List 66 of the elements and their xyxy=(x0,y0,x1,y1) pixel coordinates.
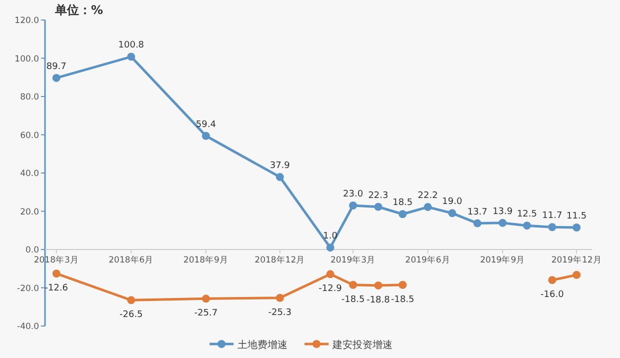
point xyxy=(522,222,531,230)
data-label: -25.3 xyxy=(268,308,292,318)
data-label: -26.5 xyxy=(120,310,143,320)
point xyxy=(424,203,432,212)
legend-label: 土地费增速 xyxy=(238,339,288,351)
point xyxy=(572,224,581,232)
point xyxy=(498,218,507,227)
point xyxy=(572,270,581,279)
point xyxy=(276,294,284,302)
legend-label: 建安投资增速 xyxy=(332,339,392,351)
data-label: -12.9 xyxy=(318,284,342,294)
point xyxy=(548,276,556,284)
point xyxy=(326,270,334,278)
data-label: 11.5 xyxy=(566,212,587,222)
data-label: 89.7 xyxy=(46,62,66,72)
point xyxy=(398,210,407,218)
point xyxy=(448,209,456,218)
point xyxy=(326,244,334,252)
x-tick-label: 2018年9月 xyxy=(183,254,228,266)
data-label: -18.5 xyxy=(390,294,414,305)
point xyxy=(52,270,60,278)
data-label: 100.8 xyxy=(118,40,144,51)
data-label: 23.0 xyxy=(343,190,364,200)
data-label: 19.0 xyxy=(442,197,462,208)
point xyxy=(349,280,358,289)
point xyxy=(202,294,210,303)
point xyxy=(127,52,136,61)
point xyxy=(276,173,284,182)
data-label: -18.8 xyxy=(366,295,390,306)
point xyxy=(398,280,407,289)
point xyxy=(202,132,210,140)
point xyxy=(52,74,60,82)
point xyxy=(548,223,556,232)
y-tick-label: 60.0 xyxy=(20,130,39,141)
y-tick-label: 100.0 xyxy=(14,54,39,64)
y-tick-label: 120.0 xyxy=(14,16,39,26)
y-tick-label: 0.0 xyxy=(25,246,39,256)
x-tick-label: 2019年12月 xyxy=(551,254,602,266)
data-label: 12.5 xyxy=(516,210,537,220)
chart-title: 单位：% xyxy=(54,3,104,17)
data-label: 22.3 xyxy=(368,190,388,201)
data-label: -16.0 xyxy=(540,290,564,300)
x-tick-label: 2019年6月 xyxy=(405,254,450,266)
data-label: -25.7 xyxy=(194,308,218,319)
data-label: 13.9 xyxy=(492,206,513,217)
y-tick-label: 80.0 xyxy=(20,92,39,102)
y-tick-label: -20.0 xyxy=(17,284,39,294)
data-label: 22.2 xyxy=(418,191,438,202)
x-tick-label: 2018年6月 xyxy=(108,254,154,266)
x-tick-label: 2018年12月 xyxy=(254,254,306,266)
x-tick-label: 2019年3月 xyxy=(330,254,376,266)
point xyxy=(127,296,136,304)
data-label: 11.7 xyxy=(542,211,562,222)
x-tick-label: 2019年9月 xyxy=(480,254,526,266)
point xyxy=(374,202,382,211)
data-label: 18.5 xyxy=(392,198,413,208)
data-label: 37.9 xyxy=(270,161,290,172)
y-tick-label: 20.0 xyxy=(20,207,39,218)
y-tick-label: -40.0 xyxy=(17,322,39,332)
y-tick-label: 40.0 xyxy=(20,169,39,179)
data-label: -18.5 xyxy=(341,294,365,305)
data-label: 59.4 xyxy=(196,120,216,130)
point xyxy=(349,202,358,210)
point xyxy=(374,281,382,290)
point xyxy=(473,219,482,228)
data-label: 13.7 xyxy=(467,207,488,218)
